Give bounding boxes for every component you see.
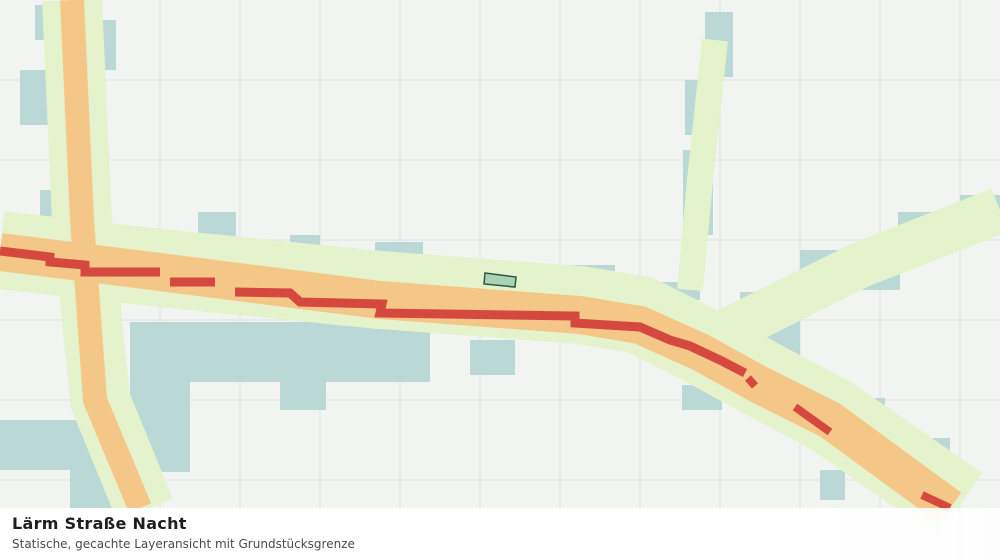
map-caption: Lärm Straße Nacht Statische, gecachte La… — [0, 508, 1000, 560]
zone-band — [0, 246, 160, 277]
caption-title: Lärm Straße Nacht — [12, 514, 187, 533]
parcel-boundary[interactable] — [483, 272, 517, 288]
zone-block — [190, 322, 430, 382]
zone-block — [280, 380, 326, 410]
zone-band — [677, 38, 728, 292]
zone-band — [60, 0, 152, 513]
zone-block — [470, 340, 515, 375]
zone-block — [20, 70, 50, 125]
noise-zone-max — [0, 246, 952, 512]
zone-band — [920, 491, 952, 512]
zone-band — [744, 375, 759, 389]
zone-band — [234, 287, 748, 377]
zone-band — [792, 403, 833, 436]
zone-band — [709, 188, 1000, 356]
zone-block — [820, 470, 845, 500]
caption-subtitle: Statische, gecachte Layeransicht mit Gru… — [12, 537, 355, 551]
